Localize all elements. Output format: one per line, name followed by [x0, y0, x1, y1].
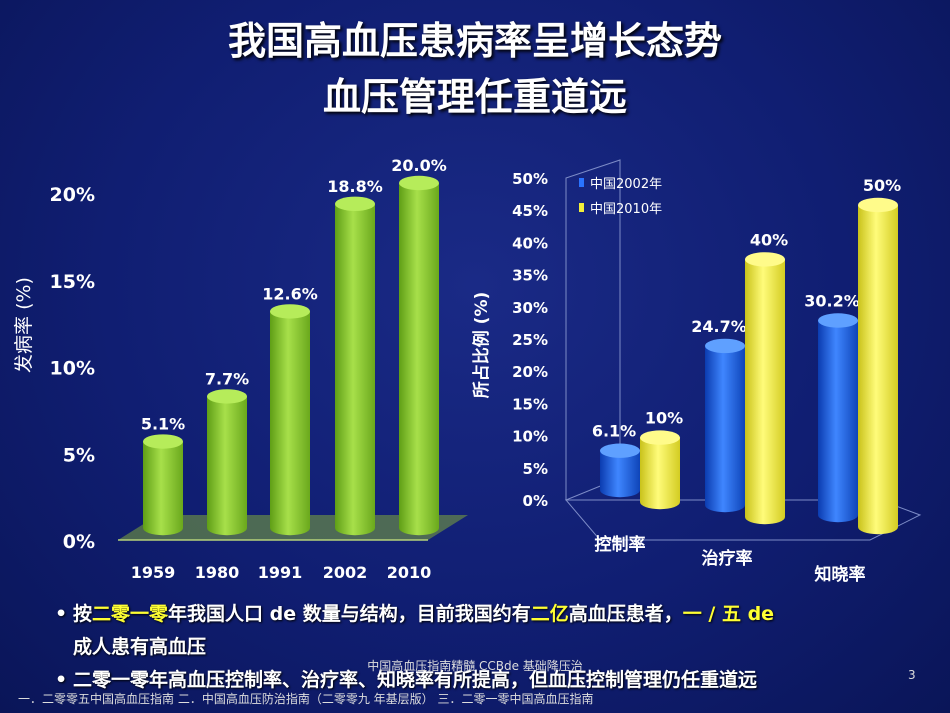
legend-swatch — [579, 203, 584, 212]
right-bar-label: 30.2% — [804, 292, 860, 311]
right-y-tick: 50% — [512, 170, 548, 188]
left-y-tick: 10% — [50, 358, 95, 380]
right-y-tick: 5% — [523, 460, 548, 478]
right-y-tick: 0% — [523, 492, 548, 510]
right-bar — [640, 430, 680, 510]
left-bar — [270, 304, 310, 536]
legend-label: 中国2010年 — [590, 202, 662, 217]
left-bar — [207, 389, 247, 536]
right-y-tick: 30% — [512, 299, 548, 317]
right-y-tick: 10% — [512, 428, 548, 446]
left-x-tick: 1980 — [195, 563, 240, 582]
page-number: 3 — [908, 668, 916, 682]
right-bar — [705, 338, 745, 513]
footer-references: 一．二零零五中国高血压指南 二．中国高血压防治指南（二零零九 年基层版） 三．二… — [18, 692, 594, 706]
right-bar-label: 10% — [645, 409, 683, 428]
left-bar-label: 18.8% — [327, 177, 383, 196]
bullet-list: • 按二零一零年我国人口 de 数量与结构，目前我国约有二亿高血压患者，一 / 五… — [55, 598, 935, 697]
left-y-tick: 15% — [50, 271, 95, 293]
left-bar — [399, 175, 439, 536]
right-bar — [745, 252, 785, 525]
left-bar-label: 20.0% — [391, 156, 447, 175]
right-y-tick: 45% — [512, 202, 548, 220]
left-bar-label: 5.1% — [141, 415, 185, 434]
left-bar-label: 7.7% — [205, 369, 249, 388]
right-bar-label: 24.7% — [691, 317, 747, 336]
left-x-tick: 2002 — [323, 563, 368, 582]
right-y-tick: 40% — [512, 234, 548, 252]
right-y-tick: 25% — [512, 331, 548, 349]
right-x-tick: 知晓率 — [814, 564, 866, 585]
right-bar — [818, 313, 858, 523]
left-x-tick: 1959 — [131, 563, 176, 582]
right-bar — [600, 443, 640, 498]
right-y-label: 所占比例 (%) — [471, 292, 492, 399]
right-bar-label: 40% — [750, 230, 788, 249]
right-bar — [858, 197, 898, 535]
left-y-tick: 5% — [63, 444, 95, 466]
left-bar — [335, 196, 375, 536]
right-y-tick: 35% — [512, 267, 548, 285]
bullet-1: • 按二零一零年我国人口 de 数量与结构，目前我国约有二亿高血压患者，一 / 五… — [55, 603, 775, 625]
right-x-tick: 控制率 — [595, 534, 646, 555]
left-bar-label: 12.6% — [262, 284, 318, 303]
bullet-1-line-2: 成人患有高血压 — [73, 636, 207, 658]
right-y-tick: 15% — [512, 395, 548, 413]
left-y-tick: 20% — [50, 184, 95, 206]
right-bar-label: 6.1% — [592, 422, 636, 441]
right-bar-label: 50% — [863, 176, 901, 195]
footer-center: 中国高血压指南精髓 CCBde 基础降压治 — [367, 659, 583, 673]
legend-label: 中国2002年 — [590, 177, 662, 192]
left-y-label: 发病率 (%) — [13, 277, 35, 373]
left-x-tick: 2010 — [387, 563, 432, 582]
title-line-2: 血压管理任重道远 — [322, 75, 627, 119]
left-y-tick: 0% — [63, 531, 95, 553]
left-bar — [143, 434, 183, 536]
legend-swatch — [579, 178, 584, 187]
bullet-2: • 二零一零年高血压控制率、治疗率、知晓率有所提高，但血压控制管理仍任重道远 — [55, 669, 758, 691]
right-y-tick: 20% — [512, 363, 548, 381]
title-line-1: 我国高血压患病率呈增长态势 — [227, 19, 722, 63]
right-x-tick: 治疗率 — [702, 548, 753, 569]
left-x-tick: 1991 — [258, 563, 303, 582]
